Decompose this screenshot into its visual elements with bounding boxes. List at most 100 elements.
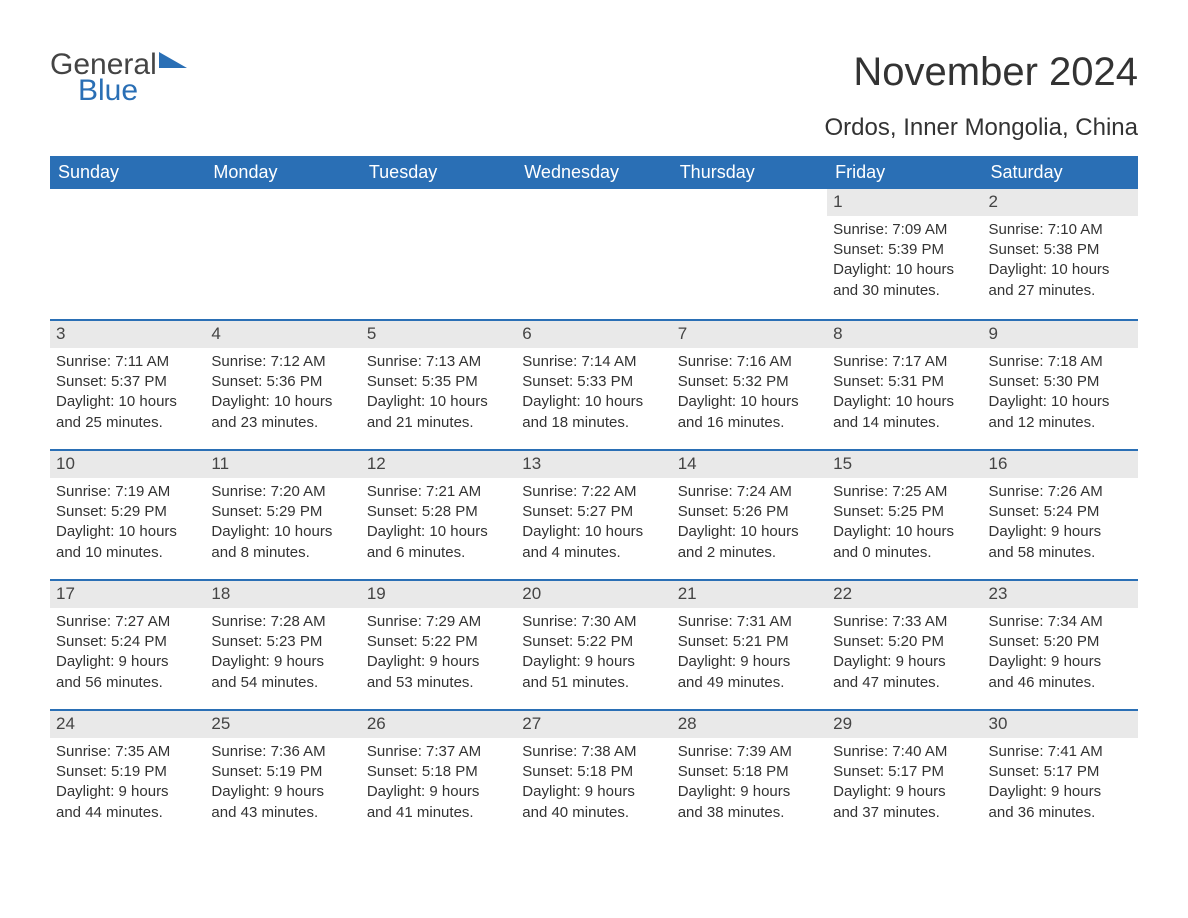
day-cell: 26Sunrise: 7:37 AMSunset: 5:18 PMDayligh…	[361, 711, 516, 839]
day-number: 12	[361, 451, 516, 478]
day-number: 24	[50, 711, 205, 738]
day-cell: 15Sunrise: 7:25 AMSunset: 5:25 PMDayligh…	[827, 451, 982, 579]
daylight-line-2: and 49 minutes.	[678, 673, 821, 693]
sunset-line: Sunset: 5:32 PM	[678, 372, 821, 392]
daylight-line-1: Daylight: 10 hours	[678, 392, 821, 412]
title-block: November 2024	[853, 50, 1138, 95]
day-number: 9	[983, 321, 1138, 348]
sunrise-line: Sunrise: 7:09 AM	[833, 220, 976, 240]
daylight-line-1: Daylight: 10 hours	[211, 522, 354, 542]
daylight-line-2: and 56 minutes.	[56, 673, 199, 693]
empty-cell: .	[50, 189, 205, 319]
day-number: 15	[827, 451, 982, 478]
daylight-line-1: Daylight: 10 hours	[833, 392, 976, 412]
sunset-line: Sunset: 5:20 PM	[989, 632, 1132, 652]
sunset-line: Sunset: 5:20 PM	[833, 632, 976, 652]
sunrise-line: Sunrise: 7:19 AM	[56, 482, 199, 502]
day-number: 23	[983, 581, 1138, 608]
sunrise-line: Sunrise: 7:29 AM	[367, 612, 510, 632]
sunrise-line: Sunrise: 7:16 AM	[678, 352, 821, 372]
day-cell: 11Sunrise: 7:20 AMSunset: 5:29 PMDayligh…	[205, 451, 360, 579]
daylight-line-2: and 43 minutes.	[211, 803, 354, 823]
daylight-line-2: and 58 minutes.	[989, 543, 1132, 563]
dow-tuesday: Tuesday	[361, 156, 516, 189]
sunrise-line: Sunrise: 7:22 AM	[522, 482, 665, 502]
dow-friday: Friday	[827, 156, 982, 189]
sunset-line: Sunset: 5:18 PM	[367, 762, 510, 782]
daylight-line-1: Daylight: 10 hours	[522, 392, 665, 412]
sunset-line: Sunset: 5:21 PM	[678, 632, 821, 652]
sunset-line: Sunset: 5:18 PM	[678, 762, 821, 782]
daylight-line-2: and 16 minutes.	[678, 413, 821, 433]
sunrise-line: Sunrise: 7:36 AM	[211, 742, 354, 762]
daylight-line-2: and 0 minutes.	[833, 543, 976, 563]
day-number: 1	[827, 189, 982, 216]
sunset-line: Sunset: 5:19 PM	[56, 762, 199, 782]
day-number: 3	[50, 321, 205, 348]
sunset-line: Sunset: 5:26 PM	[678, 502, 821, 522]
daylight-line-1: Daylight: 10 hours	[989, 392, 1132, 412]
day-cell: 23 Sunrise: 7:34 AMSunset: 5:20 PMDayligh…	[983, 581, 1138, 709]
day-cell: 25Sunrise: 7:36 AMSunset: 5:19 PMDayligh…	[205, 711, 360, 839]
sunrise-line: Sunrise: 7:40 AM	[833, 742, 976, 762]
sunset-line: Sunset: 5:36 PM	[211, 372, 354, 392]
sunset-line: Sunset: 5:22 PM	[367, 632, 510, 652]
daylight-line-1: Daylight: 10 hours	[833, 522, 976, 542]
sunrise-line: Sunrise: 7:38 AM	[522, 742, 665, 762]
daylight-line-2: and 36 minutes.	[989, 803, 1132, 823]
sunrise-line: Sunrise: 7:18 AM	[989, 352, 1132, 372]
day-cell: 19Sunrise: 7:29 AMSunset: 5:22 PMDayligh…	[361, 581, 516, 709]
daylight-line-2: and 12 minutes.	[989, 413, 1132, 433]
daylight-line-1: Daylight: 9 hours	[989, 652, 1132, 672]
dow-sunday: Sunday	[50, 156, 205, 189]
day-cell: 21Sunrise: 7:31 AMSunset: 5:21 PMDayligh…	[672, 581, 827, 709]
daylight-line-1: Daylight: 10 hours	[367, 392, 510, 412]
day-number: 18	[205, 581, 360, 608]
sunset-line: Sunset: 5:39 PM	[833, 240, 976, 260]
sunrise-line: Sunrise: 7:35 AM	[56, 742, 199, 762]
day-cell: 14Sunrise: 7:24 AMSunset: 5:26 PMDayligh…	[672, 451, 827, 579]
day-cell: 30Sunrise: 7:41 AMSunset: 5:17 PMDayligh…	[983, 711, 1138, 839]
sunrise-line: Sunrise: 7:30 AM	[522, 612, 665, 632]
daylight-line-1: Daylight: 9 hours	[367, 652, 510, 672]
day-number: 10	[50, 451, 205, 478]
daylight-line-2: and 2 minutes.	[678, 543, 821, 563]
daylight-line-2: and 40 minutes.	[522, 803, 665, 823]
day-number: 26	[361, 711, 516, 738]
sunset-line: Sunset: 5:25 PM	[833, 502, 976, 522]
sunrise-line: Sunrise: 7:11 AM	[56, 352, 199, 372]
daylight-line-1: Daylight: 10 hours	[678, 522, 821, 542]
sunrise-line: Sunrise: 7:10 AM	[989, 220, 1132, 240]
day-cell: 4Sunrise: 7:12 AMSunset: 5:36 PMDaylight…	[205, 321, 360, 449]
daylight-line-2: and 46 minutes.	[989, 673, 1132, 693]
daylight-line-2: and 18 minutes.	[522, 413, 665, 433]
daylight-line-1: Daylight: 9 hours	[989, 522, 1132, 542]
sunrise-line: Sunrise: 7:27 AM	[56, 612, 199, 632]
day-of-week-header: SundayMondayTuesdayWednesdayThursdayFrid…	[50, 156, 1138, 189]
sunrise-line: Sunrise: 7:34 AM	[989, 612, 1132, 632]
sunset-line: Sunset: 5:37 PM	[56, 372, 199, 392]
daylight-line-2: and 54 minutes.	[211, 673, 354, 693]
empty-cell: .	[361, 189, 516, 319]
dow-thursday: Thursday	[672, 156, 827, 189]
sunset-line: Sunset: 5:23 PM	[211, 632, 354, 652]
day-cell: 13Sunrise: 7:22 AMSunset: 5:27 PMDayligh…	[516, 451, 671, 579]
day-cell: 22Sunrise: 7:33 AMSunset: 5:20 PMDayligh…	[827, 581, 982, 709]
daylight-line-2: and 14 minutes.	[833, 413, 976, 433]
sunset-line: Sunset: 5:29 PM	[56, 502, 199, 522]
daylight-line-2: and 53 minutes.	[367, 673, 510, 693]
day-cell: 9Sunrise: 7:18 AMSunset: 5:30 PMDaylight…	[983, 321, 1138, 449]
day-cell: 17Sunrise: 7:27 AMSunset: 5:24 PMDayligh…	[50, 581, 205, 709]
daylight-line-1: Daylight: 9 hours	[211, 782, 354, 802]
sunrise-line: Sunrise: 7:37 AM	[367, 742, 510, 762]
day-number: 22	[827, 581, 982, 608]
sunset-line: Sunset: 5:33 PM	[522, 372, 665, 392]
daylight-line-1: Daylight: 9 hours	[56, 782, 199, 802]
daylight-line-2: and 30 minutes.	[833, 281, 976, 301]
day-cell: 7Sunrise: 7:16 AMSunset: 5:32 PMDaylight…	[672, 321, 827, 449]
daylight-line-1: Daylight: 9 hours	[989, 782, 1132, 802]
sunrise-line: Sunrise: 7:20 AM	[211, 482, 354, 502]
daylight-line-2: and 51 minutes.	[522, 673, 665, 693]
sunrise-line: Sunrise: 7:33 AM	[833, 612, 976, 632]
day-number: 25	[205, 711, 360, 738]
